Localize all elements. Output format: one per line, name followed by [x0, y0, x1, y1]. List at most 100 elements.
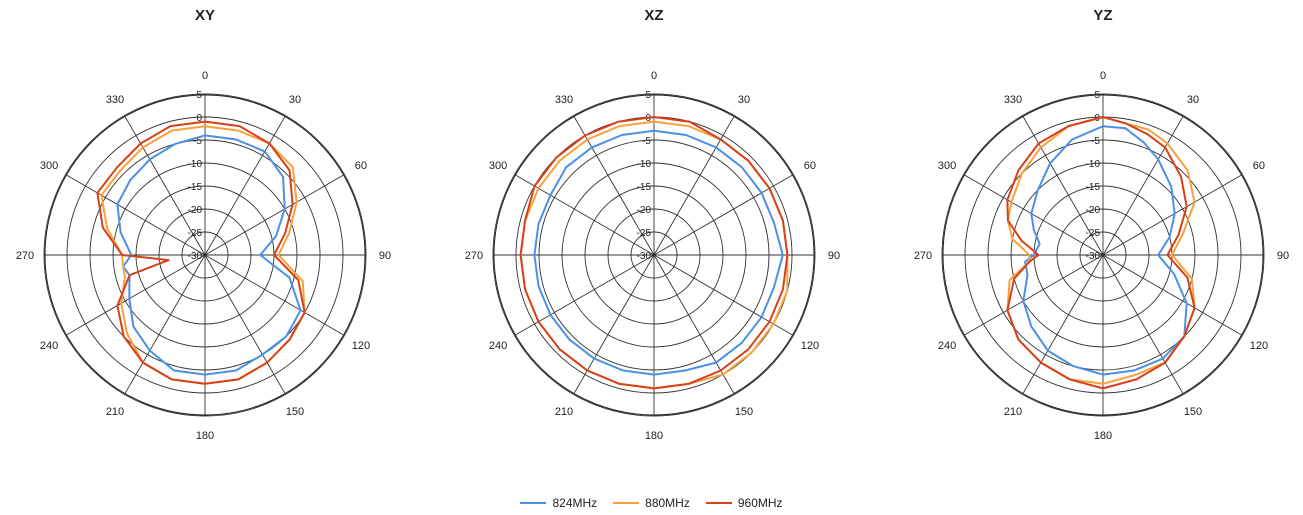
- angle-tick-label: 30: [1187, 94, 1199, 106]
- spoke-line: [1022, 116, 1104, 256]
- legend-item: 960MHz: [705, 496, 783, 510]
- radial-tick-label: 0: [196, 113, 202, 124]
- angle-tick-label: 60: [804, 160, 816, 172]
- radial-tick-label: -25: [637, 228, 652, 239]
- spoke-line: [204, 254, 344, 336]
- spoke-line: [1102, 116, 1184, 256]
- angle-tick-label: 90: [828, 250, 840, 262]
- chart-title-xy: XY: [194, 7, 215, 24]
- spoke-line: [964, 174, 1104, 256]
- radial-tick-label: -30: [1086, 251, 1101, 262]
- radial-tick-label: -25: [1086, 228, 1101, 239]
- radial-tick-label: 5: [645, 90, 651, 101]
- series-line-960MHz: [519, 116, 789, 390]
- spoke-line: [66, 174, 206, 256]
- angle-tick-label: 60: [1253, 160, 1265, 172]
- series-line-960MHz: [1006, 116, 1196, 390]
- angle-tick-label: 330: [555, 94, 573, 106]
- angle-tick-label: 0: [202, 70, 208, 82]
- radial-tick-label: -15: [188, 182, 203, 193]
- radial-tick-label: -25: [188, 228, 203, 239]
- angle-tick-label: 90: [379, 250, 391, 262]
- grid-ring: [941, 93, 1265, 417]
- radial-tick-label: -5: [193, 136, 202, 147]
- spoke-line: [204, 254, 286, 394]
- chart-title-yz: YZ: [1093, 7, 1113, 24]
- spoke-line: [1102, 254, 1184, 394]
- radial-tick-label: -20: [188, 205, 203, 216]
- radial-tick-label: -30: [188, 251, 203, 262]
- legend-swatch: [705, 502, 732, 504]
- angle-tick-label: 60: [355, 160, 367, 172]
- angle-tick-label: 0: [651, 70, 657, 82]
- series-line-960MHz: [96, 120, 306, 385]
- grid-ring: [43, 93, 367, 417]
- radial-tick-label: -15: [637, 182, 652, 193]
- angle-tick-label: 30: [738, 94, 750, 106]
- spoke-line: [204, 116, 286, 256]
- grid-ring: [492, 93, 816, 417]
- angle-tick-label: 150: [735, 406, 753, 418]
- legend-swatch: [520, 502, 547, 504]
- angle-tick-label: 210: [1004, 406, 1022, 418]
- radial-tick-label: -5: [1091, 136, 1100, 147]
- spoke-line: [66, 254, 206, 336]
- radial-tick-label: -10: [1086, 159, 1101, 170]
- series-line-880MHz: [1006, 116, 1196, 385]
- spoke-line: [124, 116, 206, 256]
- spoke-line: [964, 254, 1104, 336]
- angle-tick-label: 270: [465, 250, 483, 262]
- radial-tick-label: -30: [637, 251, 652, 262]
- angle-tick-label: 90: [1277, 250, 1289, 262]
- angle-tick-label: 270: [16, 250, 34, 262]
- spoke-line: [1022, 254, 1104, 394]
- series-line-824MHz: [1022, 125, 1188, 376]
- radial-tick-label: -10: [188, 159, 203, 170]
- angle-tick-label: 0: [1100, 70, 1106, 82]
- spoke-line: [124, 254, 206, 394]
- chart-title-xz: XZ: [644, 7, 664, 24]
- legend-label: 880MHz: [645, 496, 690, 510]
- series-line-824MHz: [533, 129, 784, 376]
- angle-tick-label: 210: [106, 406, 124, 418]
- angle-tick-label: 300: [489, 160, 507, 172]
- spoke-line: [204, 174, 344, 256]
- angle-tick-label: 300: [40, 160, 58, 172]
- angle-tick-label: 30: [289, 94, 301, 106]
- spoke-line: [1102, 254, 1242, 336]
- legend-item: 880MHz: [613, 496, 690, 510]
- angle-tick-label: 330: [1004, 94, 1022, 106]
- angle-tick-label: 180: [645, 430, 663, 442]
- angle-tick-label: 120: [1250, 340, 1268, 352]
- radial-tick-label: -5: [642, 136, 651, 147]
- legend: 824MHz 880MHz 960MHz: [0, 493, 1303, 513]
- radial-tick-label: 5: [196, 90, 202, 101]
- angle-tick-label: 240: [40, 340, 58, 352]
- angle-tick-label: 270: [914, 250, 932, 262]
- angle-tick-label: 240: [489, 340, 507, 352]
- radial-tick-label: -20: [637, 205, 652, 216]
- legend-swatch: [613, 502, 640, 504]
- angle-tick-label: 300: [938, 160, 956, 172]
- series-line-824MHz: [116, 134, 302, 376]
- spoke-line: [1102, 174, 1242, 256]
- radial-tick-label: -20: [1086, 205, 1101, 216]
- angle-tick-label: 180: [196, 430, 214, 442]
- angle-tick-label: 150: [286, 406, 304, 418]
- legend-label: 960MHz: [737, 496, 783, 510]
- angle-tick-label: 330: [106, 94, 124, 106]
- legend-item: 824MHz: [520, 496, 597, 510]
- angle-tick-label: 180: [1094, 430, 1112, 442]
- angle-tick-label: 120: [801, 340, 819, 352]
- radial-tick-label: -10: [637, 159, 652, 170]
- angle-tick-label: 120: [352, 340, 370, 352]
- legend-label: 824MHz: [552, 496, 598, 510]
- angle-tick-label: 240: [938, 340, 956, 352]
- radial-tick-label: 5: [1094, 90, 1100, 101]
- angle-tick-label: 150: [1184, 406, 1202, 418]
- angle-tick-label: 210: [555, 406, 573, 418]
